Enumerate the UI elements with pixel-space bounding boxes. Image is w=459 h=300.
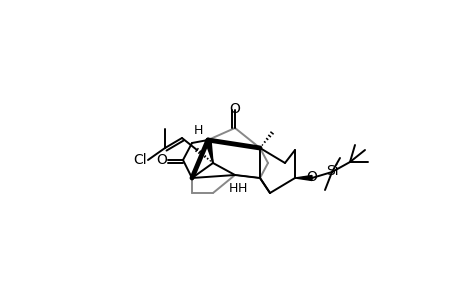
Text: Si: Si (325, 164, 337, 178)
Polygon shape (235, 175, 259, 178)
Text: O: O (156, 153, 167, 167)
Text: Cl: Cl (133, 153, 147, 167)
Text: H: H (228, 182, 237, 196)
Text: O: O (229, 102, 240, 116)
Text: O: O (306, 170, 317, 184)
Text: H: H (193, 124, 202, 136)
Polygon shape (205, 140, 213, 163)
Text: H: H (237, 182, 246, 196)
Polygon shape (294, 176, 311, 181)
